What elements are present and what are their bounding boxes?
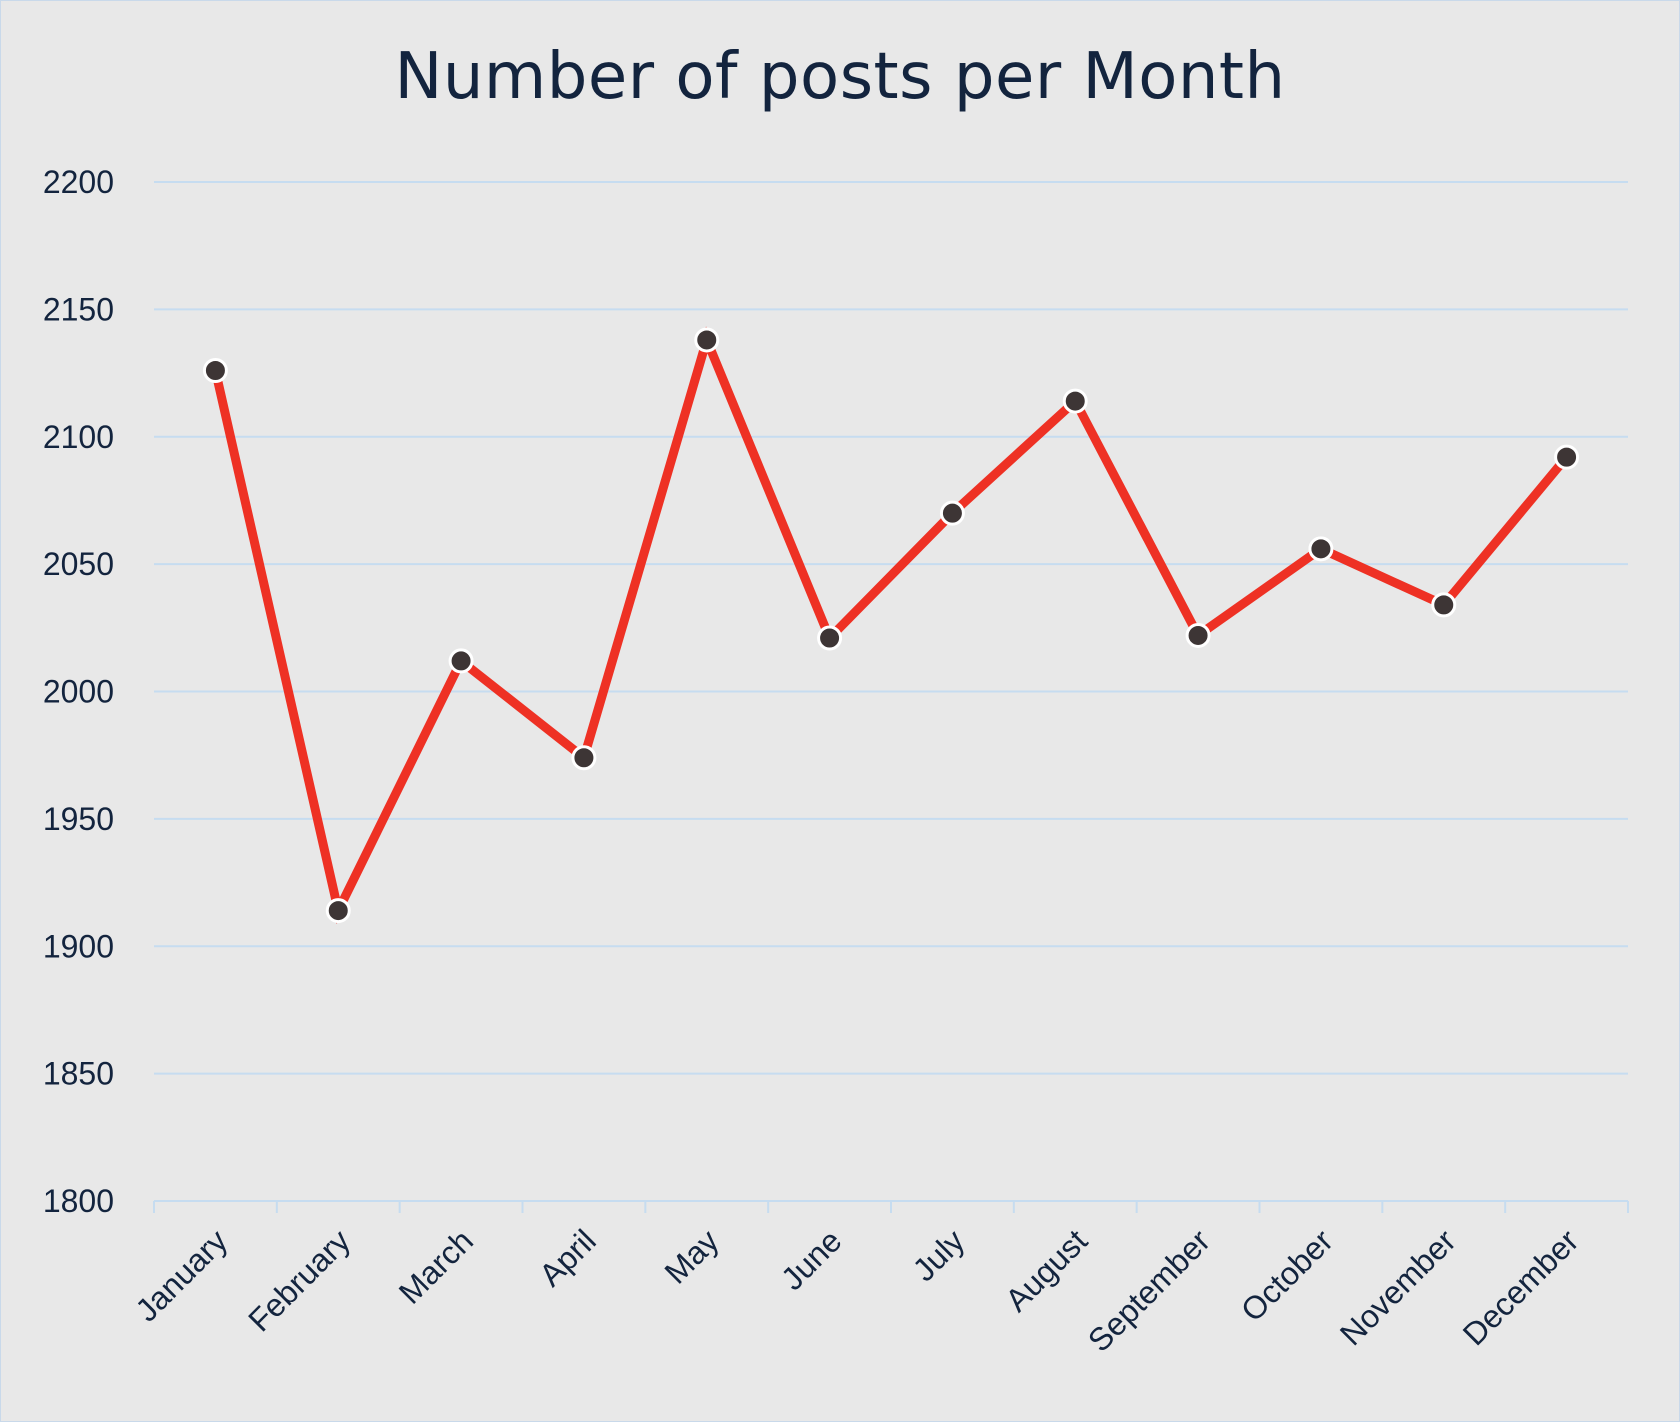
series-line-group xyxy=(211,326,1571,924)
x-tick-label-april: April xyxy=(532,1222,603,1293)
data-point-march xyxy=(448,648,474,674)
x-tick-label-march: March xyxy=(392,1222,480,1310)
y-tick-label: 1950 xyxy=(43,801,114,837)
x-tick-label-january: January xyxy=(128,1222,234,1328)
y-tick-label: 1800 xyxy=(43,1183,114,1219)
gridlines xyxy=(154,181,1628,1075)
x-tick-labels: January February March April May June July Augu… xyxy=(128,1222,1585,1358)
data-point-january xyxy=(202,358,228,384)
y-tick-label: 1900 xyxy=(43,928,114,964)
x-tick-label-may: May xyxy=(657,1222,725,1290)
data-points xyxy=(202,327,1580,924)
data-point-october xyxy=(1308,536,1334,562)
x-tick-label-december: December xyxy=(1456,1222,1586,1352)
x-tick-label-august: August xyxy=(998,1222,1094,1318)
x-tick-label-september: September xyxy=(1081,1222,1217,1358)
x-axis xyxy=(153,1200,1629,1213)
chart-title: Number of posts per Month xyxy=(394,40,1286,114)
data-point-august xyxy=(1062,388,1088,414)
data-point-november xyxy=(1431,592,1457,618)
data-point-july xyxy=(939,500,965,526)
y-tick-label: 2200 xyxy=(43,164,114,200)
x-tick-label-november: November xyxy=(1333,1222,1463,1352)
y-tick-label: 1850 xyxy=(43,1056,114,1092)
x-tick-label-july: July xyxy=(906,1222,972,1288)
x-tick-label-october: October xyxy=(1234,1222,1340,1328)
data-point-september xyxy=(1185,622,1211,648)
data-point-may xyxy=(694,327,720,353)
y-tick-label: 2000 xyxy=(43,674,114,710)
x-tick-label-february: February xyxy=(241,1222,357,1338)
y-tick-label: 2050 xyxy=(43,546,114,582)
x-tick-label-june: June xyxy=(774,1222,849,1297)
y-tick-label: 2100 xyxy=(43,419,114,455)
y-tick-labels: 1800 1850 1900 1950 2000 2050 2100 2150 2200 xyxy=(43,164,114,1219)
data-point-june xyxy=(817,625,843,651)
data-point-april xyxy=(571,745,597,771)
data-point-february xyxy=(325,898,351,924)
data-point-december xyxy=(1554,444,1580,470)
y-tick-label: 2150 xyxy=(43,291,114,327)
series-line xyxy=(211,326,1571,924)
